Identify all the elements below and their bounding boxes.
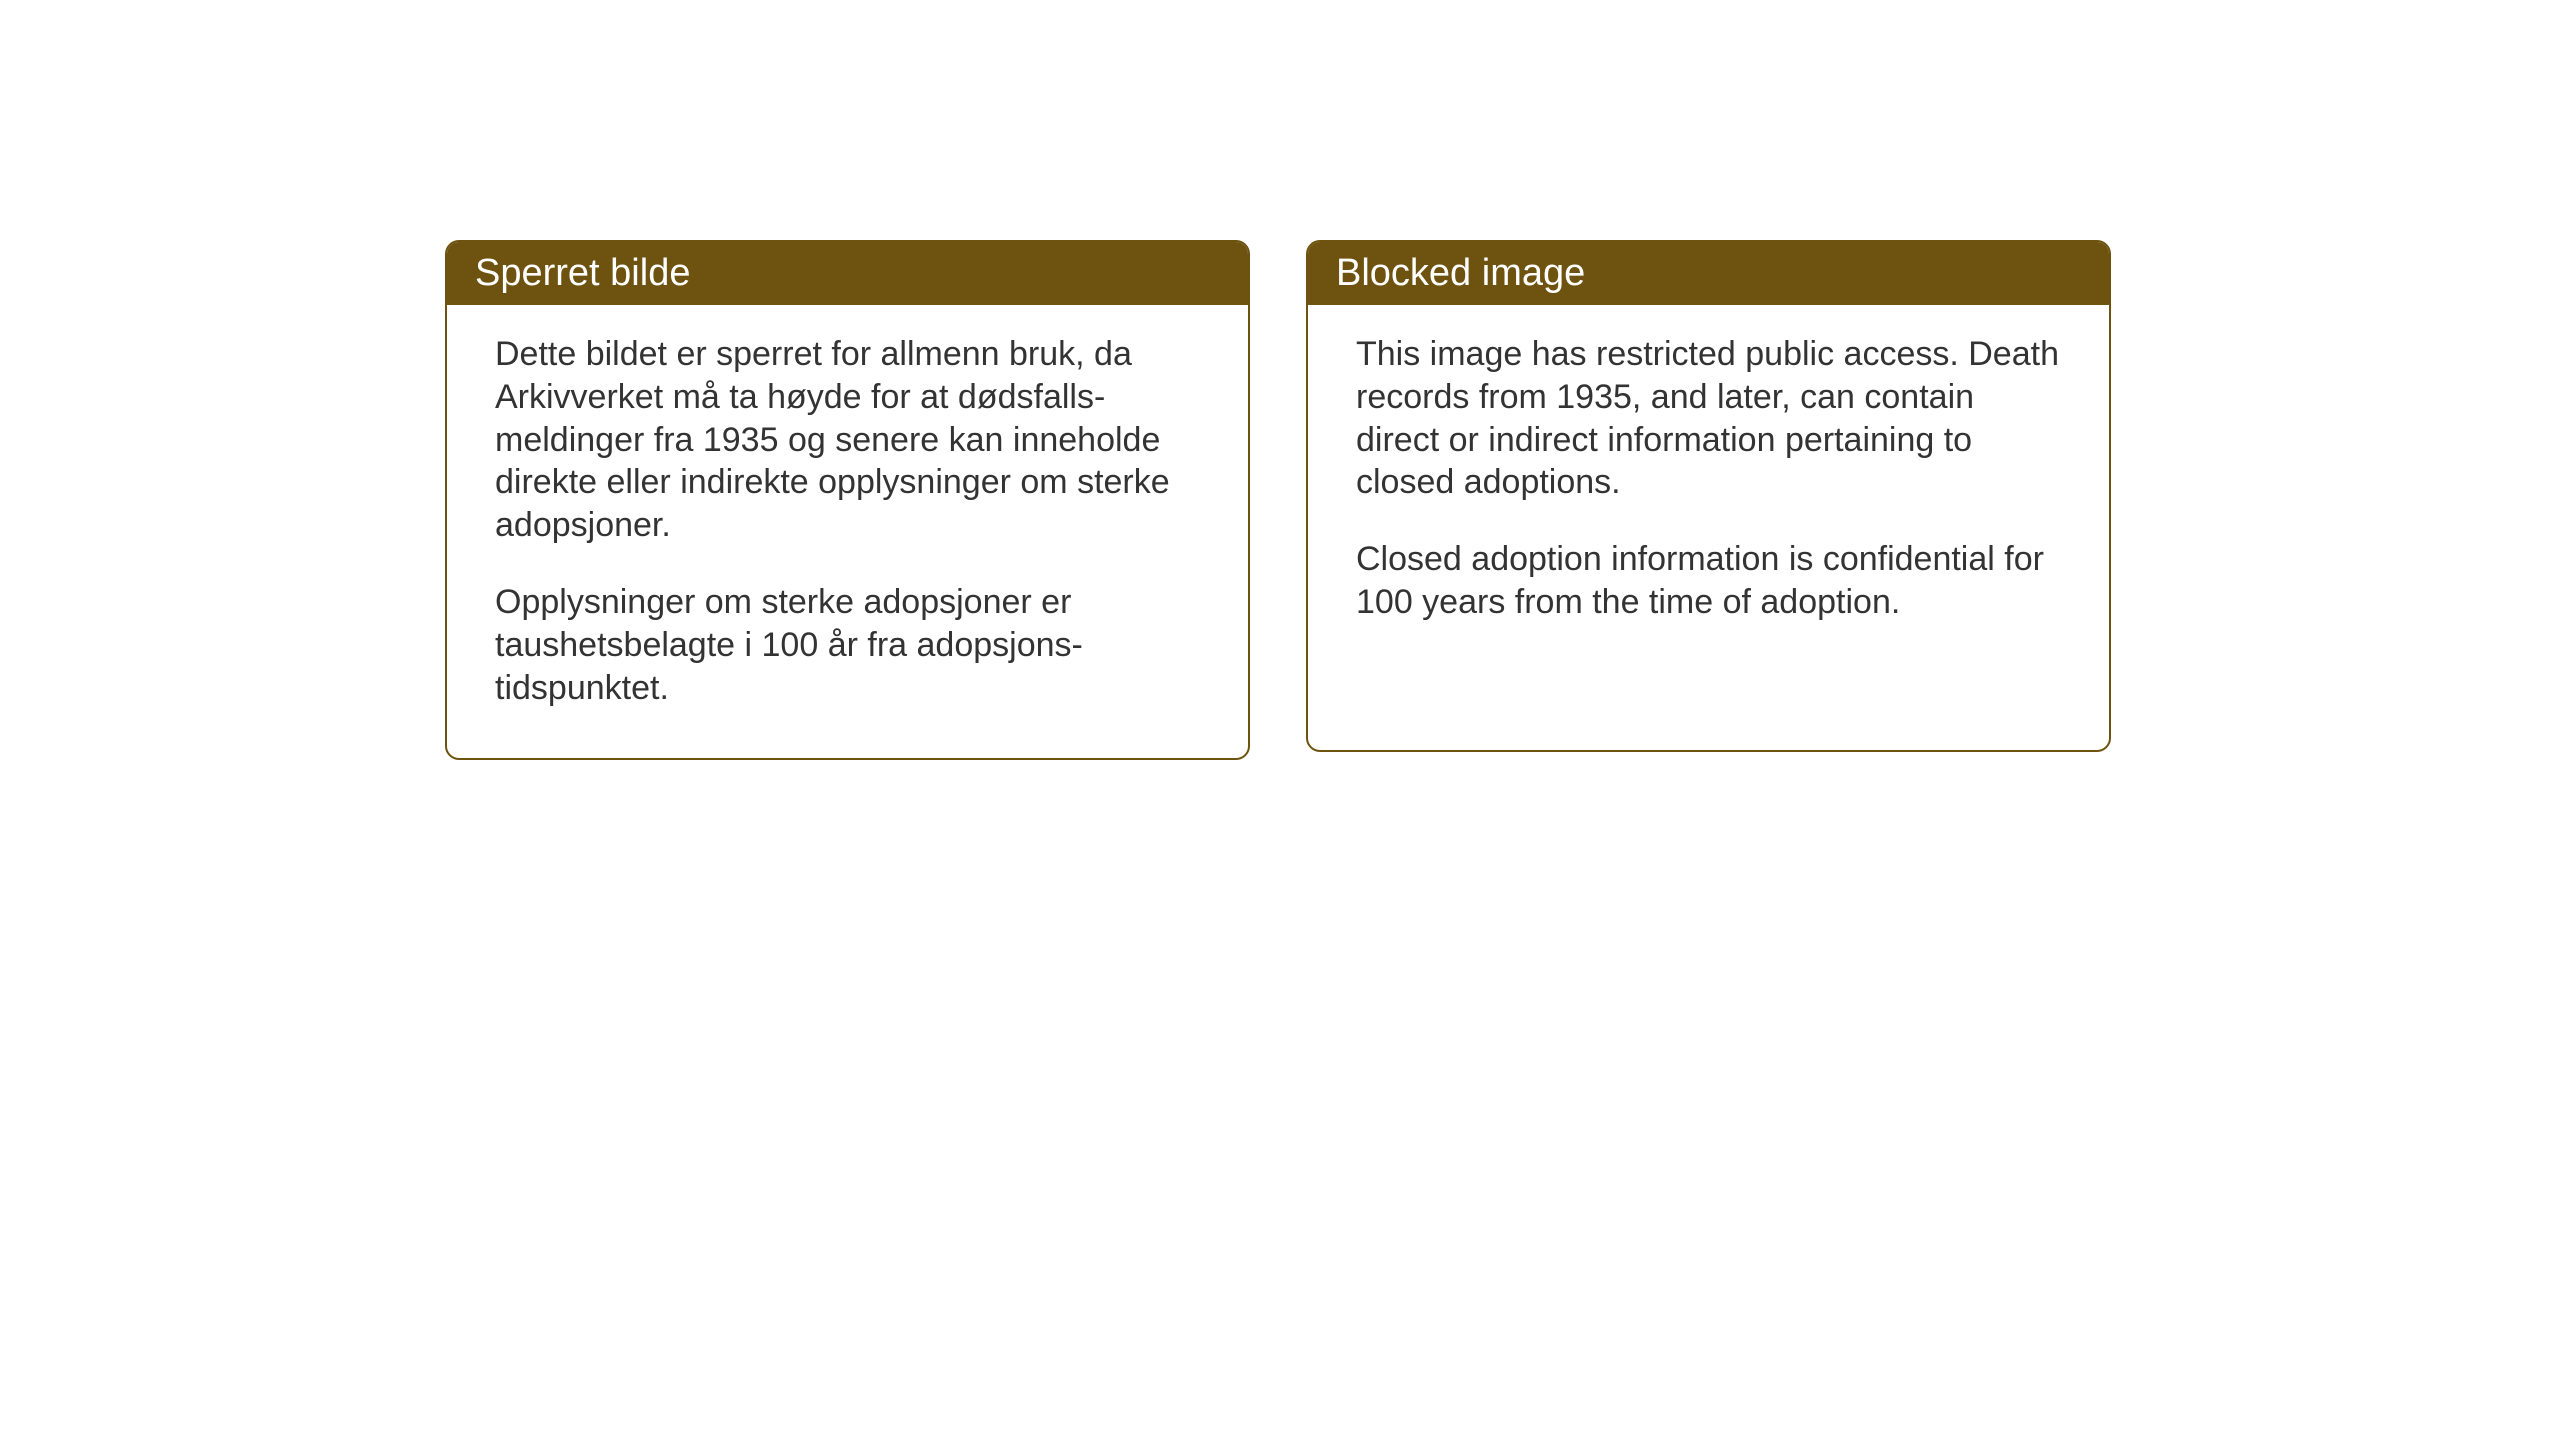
notice-container: Sperret bilde Dette bildet er sperret fo… (445, 240, 2111, 760)
card-title-norwegian: Sperret bilde (475, 252, 690, 294)
card-paragraph-1-norwegian: Dette bildet er sperret for allmenn bruk… (495, 333, 1200, 547)
card-body-english: This image has restricted public access.… (1308, 305, 2109, 672)
notice-card-norwegian: Sperret bilde Dette bildet er sperret fo… (445, 240, 1250, 760)
card-title-english: Blocked image (1336, 252, 1585, 294)
card-paragraph-1-english: This image has restricted public access.… (1356, 333, 2061, 504)
notice-card-english: Blocked image This image has restricted … (1306, 240, 2111, 752)
card-paragraph-2-english: Closed adoption information is confident… (1356, 538, 2061, 624)
card-paragraph-2-norwegian: Opplysninger om sterke adopsjoner er tau… (495, 581, 1200, 709)
card-body-norwegian: Dette bildet er sperret for allmenn bruk… (447, 305, 1248, 758)
card-header-norwegian: Sperret bilde (447, 242, 1248, 305)
card-header-english: Blocked image (1308, 242, 2109, 305)
